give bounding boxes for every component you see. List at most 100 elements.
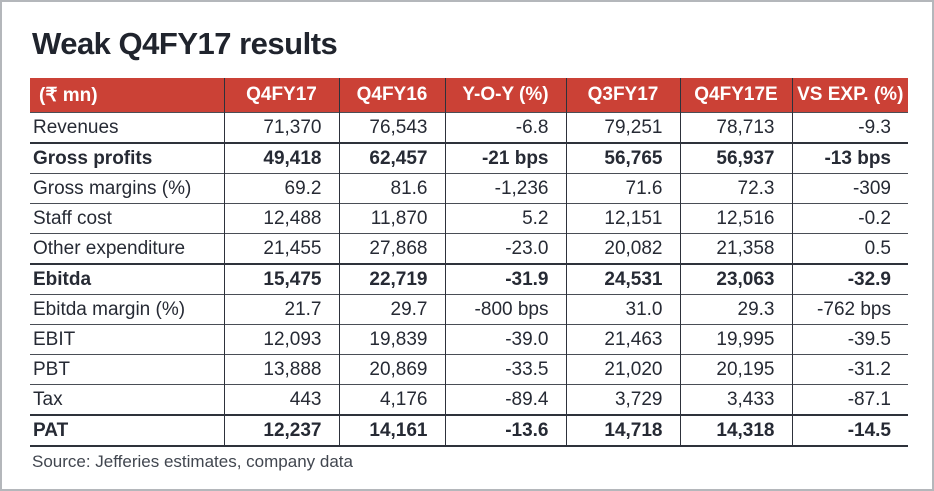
cell-value: 12,151: [565, 203, 680, 234]
cell-value: -39.0: [444, 324, 566, 355]
cell-value: -309: [791, 173, 908, 204]
table-row: EBIT 12,093 19,839 -39.0 21,463 19,995 -39.5: [30, 324, 908, 355]
results-table: (₹ mn) Q4FY17 Q4FY16 Y-O-Y (%) Q3FY17 Q4FY17E…: [30, 78, 908, 447]
row-label: Ebitda margin (%): [30, 294, 224, 325]
cell-value: 12,093: [223, 324, 339, 355]
cell-value: 49,418: [223, 142, 339, 174]
cell-value: 12,237: [223, 414, 339, 447]
cell-value: 29.7: [338, 294, 445, 325]
row-label: Other expenditure: [30, 233, 224, 264]
cell-value: 20,869: [338, 354, 445, 385]
table-row: Ebitda margin (%) 21.7 29.7 -800 bps 31.0 29.…: [30, 294, 908, 325]
cell-value: 14,161: [338, 414, 445, 447]
cell-value: -9.3: [791, 112, 908, 143]
table-row: Other expenditure 21,455 27,868 -23.0 20,082…: [30, 233, 908, 264]
cell-value: 69.2: [223, 173, 339, 204]
cell-value: -31.2: [791, 354, 908, 385]
column-header: Y-O-Y (%): [444, 78, 566, 113]
cell-value: -13.6: [444, 414, 566, 447]
row-label: Gross profits: [30, 142, 224, 174]
cell-value: 81.6: [338, 173, 445, 204]
cell-value: -33.5: [444, 354, 566, 385]
cell-value: -23.0: [444, 233, 566, 264]
cell-value: 71,370: [223, 112, 339, 143]
table-row: Gross margins (%) 69.2 81.6 -1,236 71.6 72.3-…: [30, 173, 908, 204]
cell-value: 19,995: [679, 324, 792, 355]
cell-value: -39.5: [791, 324, 908, 355]
cell-value: 21,455: [223, 233, 339, 264]
cell-value: 27,868: [338, 233, 445, 264]
cell-value: 21.7: [223, 294, 339, 325]
cell-value: -89.4: [444, 384, 566, 415]
cell-value: 78,713: [679, 112, 792, 143]
row-label: Gross margins (%): [30, 173, 224, 204]
cell-value: 62,457: [338, 142, 445, 174]
cell-value: 21,358: [679, 233, 792, 264]
table-row: Revenues 71,370 76,543 -6.8 79,251 78,713 -9.3: [30, 112, 908, 143]
cell-value: 79,251: [565, 112, 680, 143]
cell-value: 3,729: [565, 384, 680, 415]
cell-value: 443: [223, 384, 339, 415]
cell-value: 3,433: [679, 384, 792, 415]
cell-value: -14.5: [791, 414, 908, 447]
cell-value: 13,888: [223, 354, 339, 385]
cell-value: -31.9: [444, 263, 566, 295]
cell-value: -21 bps: [444, 142, 566, 174]
cell-value: -1,236: [444, 173, 566, 204]
row-label: PBT: [30, 354, 224, 385]
cell-value: -32.9: [791, 263, 908, 295]
cell-value: -762 bps: [791, 294, 908, 325]
cell-value: 22,719: [338, 263, 445, 295]
column-header-unit: (₹ mn): [30, 78, 224, 113]
cell-value: 12,488: [223, 203, 339, 234]
cell-value: 14,318: [679, 414, 792, 447]
row-label: Revenues: [30, 112, 224, 143]
cell-value: 21,020: [565, 354, 680, 385]
cell-value: -800 bps: [444, 294, 566, 325]
cell-value: -87.1: [791, 384, 908, 415]
cell-value: 0.5: [791, 233, 908, 264]
row-label: Staff cost: [30, 203, 224, 234]
cell-value: 12,516: [679, 203, 792, 234]
table-row: Gross profits 49,418 62,457 -21 bps 56,765 56…: [30, 142, 908, 174]
table-header-row: (₹ mn) Q4FY17 Q4FY16 Y-O-Y (%) Q3FY17 Q4FY17E…: [30, 78, 908, 113]
table-row: Tax 443 4,176 -89.4 3,729 3,433 -87.1: [30, 384, 908, 415]
cell-value: 5.2: [444, 203, 566, 234]
cell-value: 31.0: [565, 294, 680, 325]
cell-value: 23,063: [679, 263, 792, 295]
row-label: PAT: [30, 414, 224, 447]
cell-value: 15,475: [223, 263, 339, 295]
cell-value: 29.3: [679, 294, 792, 325]
row-label: Tax: [30, 384, 224, 415]
cell-value: -13 bps: [791, 142, 908, 174]
cell-value: 72.3: [679, 173, 792, 204]
cell-value: 4,176: [338, 384, 445, 415]
table-row: Ebitda 15,475 22,719 -31.9 24,531 23,063 -32.9: [30, 263, 908, 295]
column-header: VS EXP. (%): [791, 78, 908, 113]
cell-value: 56,937: [679, 142, 792, 174]
cell-value: 76,543: [338, 112, 445, 143]
row-label: Ebitda: [30, 263, 224, 295]
cell-value: 71.6: [565, 173, 680, 204]
cell-value: 19,839: [338, 324, 445, 355]
cell-value: -0.2: [791, 203, 908, 234]
cell-value: 20,082: [565, 233, 680, 264]
table-row: Staff cost 12,488 11,870 5.2 12,151 12,516 -0.…: [30, 203, 908, 234]
source-note: Source: Jefferies estimates, company dat…: [32, 452, 353, 471]
column-header: Q4FY17: [223, 78, 339, 113]
figure-title: Weak Q4FY17 results: [32, 26, 338, 61]
column-header: Q4FY16: [338, 78, 445, 113]
cell-value: 14,718: [565, 414, 680, 447]
table-row: PBT 13,888 20,869 -33.5 21,020 20,195 -31.2: [30, 354, 908, 385]
cell-value: -6.8: [444, 112, 566, 143]
row-label: EBIT: [30, 324, 224, 355]
column-header: Q3FY17: [565, 78, 680, 113]
cell-value: 11,870: [338, 203, 445, 234]
cell-value: 24,531: [565, 263, 680, 295]
cell-value: 56,765: [565, 142, 680, 174]
column-header: Q4FY17E: [679, 78, 792, 113]
table-row: PAT 12,237 14,161 -13.6 14,718 14,318 -14.5: [30, 414, 908, 447]
cell-value: 20,195: [679, 354, 792, 385]
cell-value: 21,463: [565, 324, 680, 355]
